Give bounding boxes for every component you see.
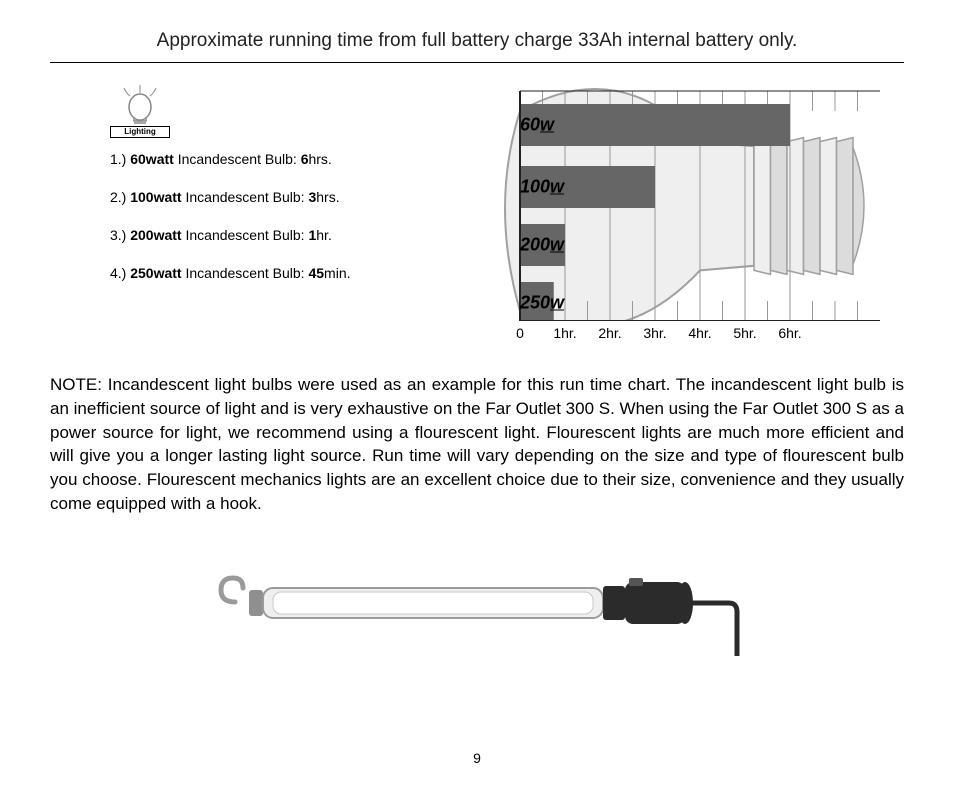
page-number: 9 [473,750,481,766]
chart-ylabel: 200w [520,235,524,256]
chart-xlabel: 1hr. [553,325,576,341]
worklight-illustration [50,546,904,661]
chart-xlabel: 3hr. [643,325,666,341]
spec-line-3: 3.) 200watt Incandescent Bulb: 1hr. [110,227,450,243]
divider [50,62,904,63]
spec-line-2: 2.) 100watt Incandescent Bulb: 3hrs. [110,189,450,205]
chart-xlabel: 4hr. [688,325,711,341]
chart-ylabel: 60w [520,115,524,136]
spec-line-4: 4.) 250watt Incandescent Bulb: 45min. [110,265,450,281]
lighting-badge: Lighting [110,81,170,139]
spec-line-1: 1.) 60watt Incandescent Bulb: 6hrs. [110,151,450,167]
note-paragraph: NOTE: Incandescent light bulbs were used… [50,373,904,516]
runtime-chart: 60w 100w 200w 250w 0 1hr. 2hr. 3hr. 4hr. 5hr. 6hr. [450,81,904,351]
chart-ylabel: 100w [520,177,524,198]
chart-xlabel: 2hr. [598,325,621,341]
page-title: Approximate running time from full batte… [50,30,904,52]
chart-xlabel: 0 [516,325,524,341]
chart-xlabel: 6hr. [778,325,801,341]
lighting-badge-label: Lighting [110,126,170,138]
chart-ylabel: 250w [520,293,524,314]
chart-xlabel: 5hr. [733,325,756,341]
